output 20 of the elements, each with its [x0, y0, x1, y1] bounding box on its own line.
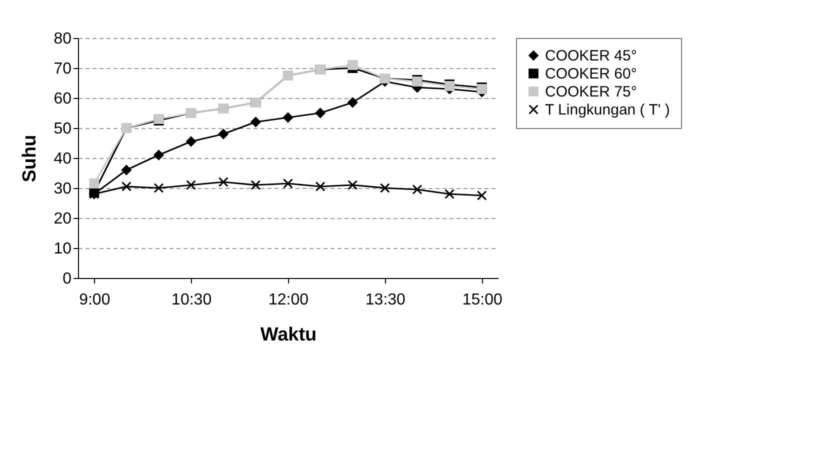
y-axis-title: Suhu	[20, 134, 41, 182]
legend-label: COOKER 45°	[545, 48, 637, 64]
x-tick-label: 10:30	[172, 292, 212, 308]
y-tick-label: 40	[54, 150, 72, 168]
y-tick-label: 50	[54, 120, 72, 138]
y-tick-label: 10	[54, 240, 72, 258]
x-tick-label: 15:00	[462, 292, 502, 308]
x-tick-label: 12:00	[268, 292, 309, 308]
y-tick-label: 60	[54, 90, 72, 108]
x-tick-label: 13:30	[365, 292, 406, 308]
y-tick-label: 80	[54, 30, 72, 48]
legend-label: COOKER 60°	[545, 66, 637, 82]
y-tick-label: 20	[54, 210, 72, 228]
y-tick-label: 30	[54, 180, 72, 198]
legend-label: T Lingkungan ( T' )	[545, 102, 670, 118]
y-tick-label: 0	[62, 270, 72, 288]
x-axis-title: Waktu	[260, 324, 317, 346]
legend-label: COOKER 75°	[545, 84, 637, 100]
y-tick-label: 70	[54, 60, 72, 78]
x-tick-label: 9:00	[79, 292, 110, 308]
